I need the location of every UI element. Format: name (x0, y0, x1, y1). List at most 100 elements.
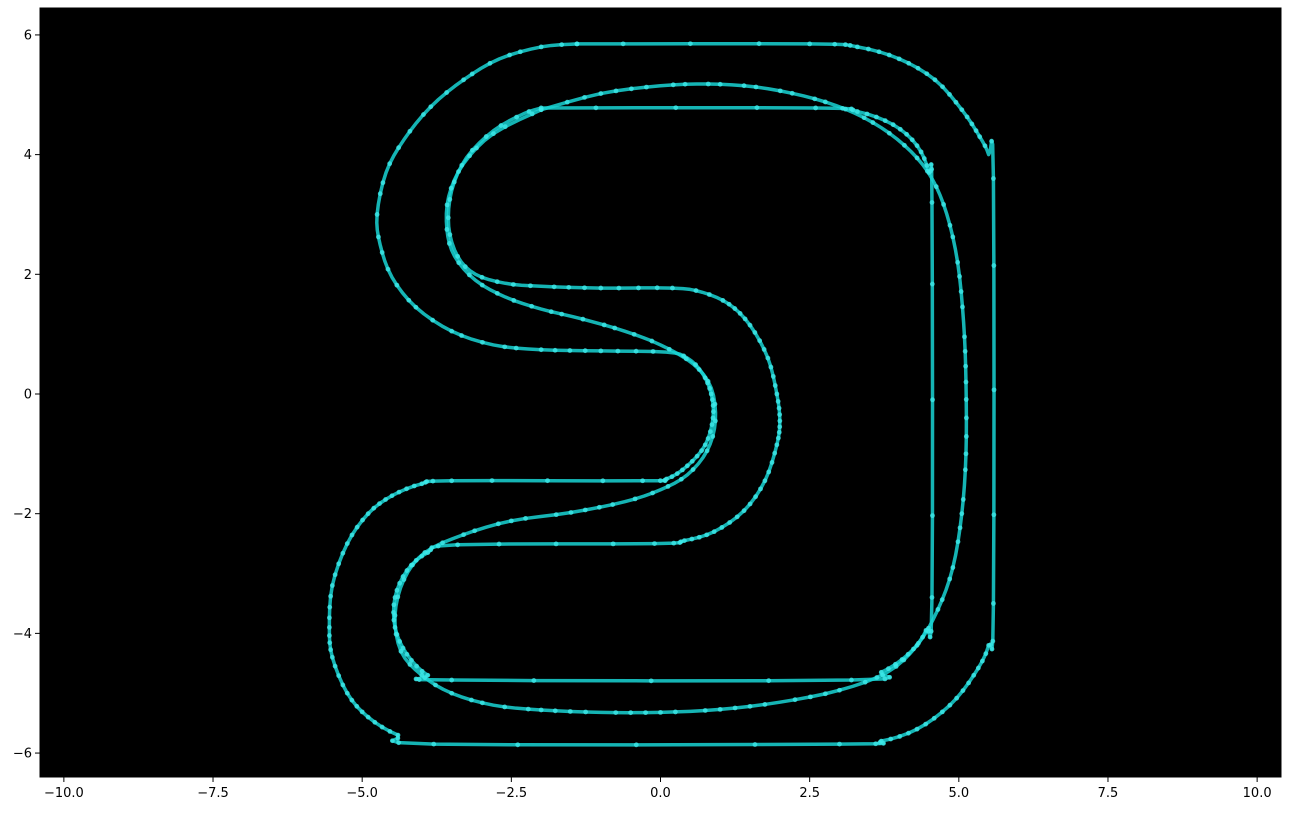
series-2-point (704, 448, 710, 454)
series-1-point (880, 672, 886, 678)
series-1-point (905, 651, 911, 657)
series-1-point (776, 429, 782, 435)
series-0-point (327, 633, 332, 638)
series-0-point (326, 624, 332, 630)
series-1-point (673, 105, 679, 111)
series-1-point (874, 114, 879, 120)
series-1-point (459, 162, 465, 168)
series-2-point (705, 378, 711, 384)
series-1-point (924, 163, 930, 168)
series-0-point (973, 128, 979, 134)
series-1-point (929, 595, 935, 600)
series-0-point (430, 317, 436, 323)
series-0-point (513, 345, 519, 351)
series-1-point (593, 105, 599, 111)
series-1-point (551, 284, 557, 290)
series-0-point (517, 49, 523, 55)
series-1-point (914, 143, 920, 149)
series-2-point (962, 348, 968, 354)
series-1-point (761, 346, 767, 352)
series-1-point (854, 109, 860, 114)
series-1-point (765, 355, 771, 361)
series-1-point (849, 677, 854, 683)
series-0-point (708, 391, 714, 397)
series-1-point (447, 197, 453, 202)
series-0-point (598, 348, 604, 354)
series-0-point (379, 250, 385, 255)
series-2-point (631, 331, 637, 337)
series-2-point (963, 379, 969, 385)
series-0-point (977, 134, 983, 140)
series-0-point (983, 651, 989, 657)
series-0-point (336, 561, 342, 567)
x-tick-label: 2.5 (799, 786, 820, 801)
series-1-point (447, 232, 453, 238)
series-1-point (514, 114, 519, 120)
series-1-point (455, 253, 461, 259)
series-2-point (474, 145, 479, 151)
series-0-point (469, 71, 475, 77)
series-1-point (754, 105, 760, 111)
series-0-point (640, 478, 645, 484)
series-1-point (775, 399, 781, 404)
series-0-point (424, 479, 430, 484)
series-1-point (531, 678, 537, 683)
series-0-point (377, 191, 383, 197)
series-1-point (768, 364, 774, 370)
series-2-point (613, 88, 619, 94)
series-2-point (472, 528, 478, 534)
series-0-point (615, 348, 621, 354)
series-1-point (391, 617, 397, 623)
series-0-point (567, 348, 573, 353)
series-0-point (865, 46, 871, 52)
series-0-point (376, 234, 381, 240)
series-2-point (950, 565, 956, 570)
series-2-point (446, 241, 452, 246)
series-1-point (904, 131, 910, 137)
series-0-point (832, 41, 838, 47)
series-1-point (774, 442, 780, 448)
series-0-point (931, 715, 937, 721)
series-0-point (344, 541, 350, 547)
series-2-point (893, 663, 899, 669)
series-0-point (380, 180, 386, 186)
series-2-point (710, 434, 716, 439)
series-0-point (843, 42, 848, 48)
series-0-point (924, 71, 930, 77)
series-2-point (717, 706, 723, 712)
series-1-point (772, 383, 778, 388)
series-1-point (897, 126, 903, 132)
series-2-point (690, 467, 696, 472)
series-0-point (991, 176, 996, 181)
series-2-point (467, 153, 472, 159)
series-2-point (683, 356, 689, 362)
series-2-point (529, 303, 535, 309)
series-2-point (502, 124, 508, 130)
series-0-point (349, 697, 355, 703)
series-1-point (737, 310, 743, 316)
series-2-point (479, 700, 485, 706)
series-0-point (359, 709, 365, 715)
series-2-point (861, 115, 867, 121)
series-2-point (960, 304, 965, 310)
series-1-point (394, 587, 400, 593)
series-2-point (508, 518, 514, 524)
series-2-point (407, 662, 413, 667)
series-0-point (687, 41, 693, 47)
series-2-point (678, 476, 684, 482)
series-2-point (649, 338, 655, 344)
series-2-point (870, 120, 876, 125)
series-2-point (564, 99, 570, 105)
series-0-point (365, 714, 371, 720)
series-0-point (489, 478, 495, 483)
series-1-point (726, 301, 732, 307)
series-2-point (939, 597, 945, 603)
series-0-point (906, 60, 912, 66)
series-0-point (449, 328, 455, 334)
series-0-point (480, 339, 485, 345)
series-0-point (990, 638, 996, 644)
series-0-point (923, 721, 929, 727)
series-2-point (410, 562, 415, 568)
series-2-point (580, 316, 586, 322)
